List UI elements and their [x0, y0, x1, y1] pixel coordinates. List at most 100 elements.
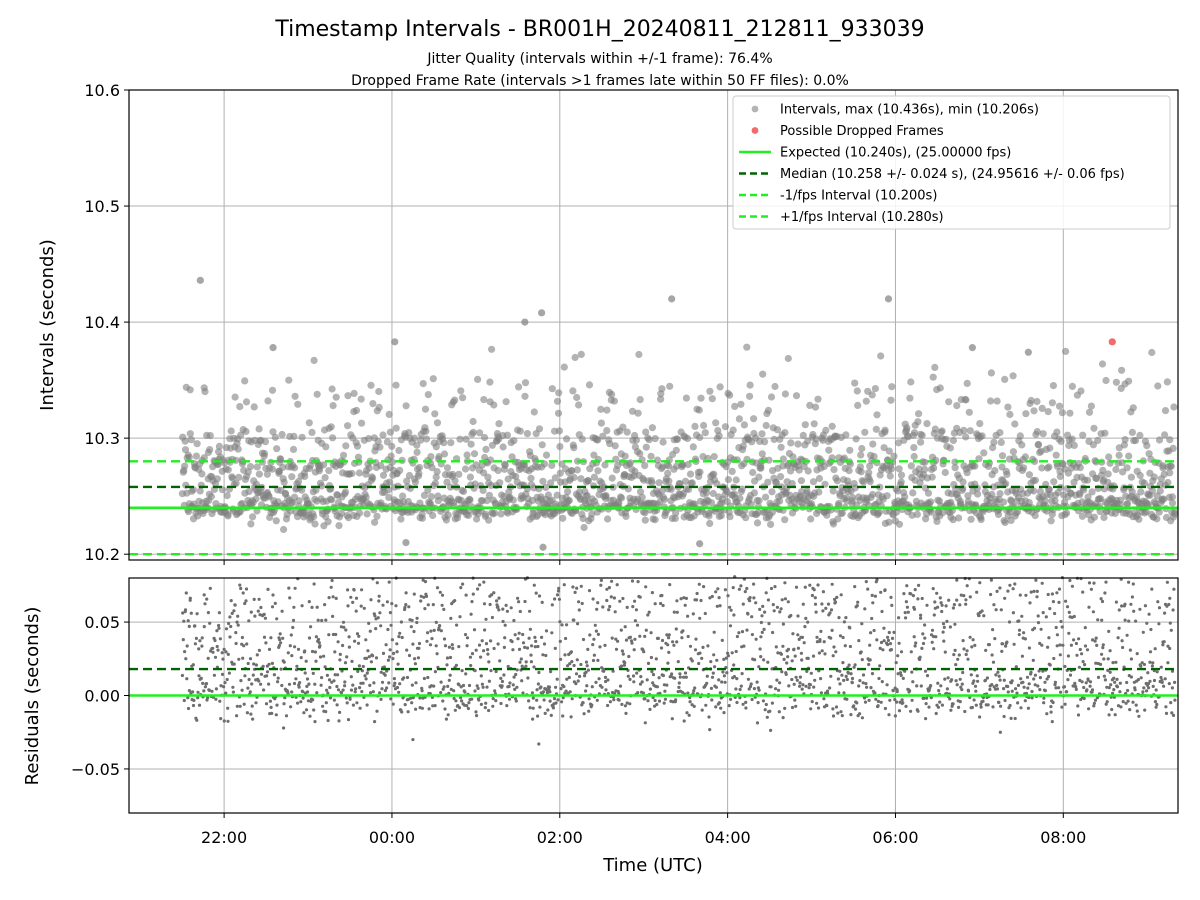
- residual-point: [1160, 680, 1164, 685]
- residual-point: [746, 612, 750, 616]
- interval-point: [951, 464, 959, 472]
- residual-point: [303, 671, 307, 675]
- residual-point: [1156, 600, 1160, 604]
- residual-point: [975, 590, 979, 594]
- residual-point: [758, 607, 762, 612]
- residual-point: [449, 687, 453, 692]
- interval-point: [749, 468, 757, 477]
- residual-point: [996, 670, 1000, 674]
- residual-point: [1121, 700, 1125, 704]
- residual-point: [890, 603, 894, 608]
- residuals-reference-lines: [129, 667, 1178, 697]
- residual-point: [481, 685, 485, 689]
- residual-point: [726, 594, 730, 598]
- residual-point: [1098, 662, 1103, 667]
- residual-point: [929, 684, 933, 688]
- residual-point: [219, 717, 223, 721]
- interval-point: [696, 433, 704, 441]
- residual-point: [369, 598, 373, 602]
- interval-point: [348, 469, 356, 478]
- residual-point: [327, 596, 331, 600]
- residual-point: [695, 591, 699, 596]
- residual-point: [822, 640, 826, 644]
- residual-point: [1055, 644, 1059, 648]
- interval-point: [811, 403, 820, 411]
- residual-point: [879, 590, 883, 594]
- residual-point: [639, 675, 643, 679]
- residual-point: [821, 590, 826, 594]
- residual-point: [614, 637, 618, 641]
- interval-point: [242, 398, 251, 406]
- interval-point: [707, 499, 716, 507]
- residual-point: [1041, 669, 1045, 673]
- residual-point: [422, 595, 426, 599]
- residual-point: [587, 697, 591, 701]
- interval-point: [697, 394, 705, 402]
- residual-point: [256, 609, 260, 613]
- residual-point: [813, 678, 817, 682]
- residual-point: [459, 685, 463, 689]
- interval-point: [660, 495, 669, 504]
- residual-point: [948, 697, 952, 701]
- residual-point: [1111, 661, 1115, 665]
- residual-point: [379, 624, 383, 628]
- interval-point: [578, 435, 586, 443]
- residual-point: [389, 623, 393, 627]
- residual-point: [248, 657, 253, 661]
- interval-point: [385, 410, 393, 418]
- residual-point: [647, 610, 651, 614]
- interval-point: [747, 500, 755, 508]
- interval-point: [636, 488, 645, 496]
- residual-point: [1017, 628, 1022, 632]
- residual-point: [722, 657, 726, 662]
- interval-point: [573, 393, 581, 402]
- residual-point: [804, 684, 808, 688]
- residual-point: [596, 632, 601, 637]
- residual-point: [1024, 691, 1029, 695]
- residual-point: [475, 714, 479, 718]
- interval-point: [651, 435, 659, 443]
- interval-point: [260, 449, 269, 458]
- residual-point: [335, 703, 339, 707]
- residual-point: [241, 656, 245, 660]
- interval-point: [391, 338, 399, 346]
- residual-point: [641, 691, 646, 695]
- intervals-y-axis: 10.210.310.410.510.6: [84, 81, 129, 564]
- residual-point: [706, 644, 710, 648]
- residual-point: [682, 675, 686, 679]
- residual-point: [666, 643, 670, 647]
- residual-point: [995, 589, 999, 594]
- residual-point: [1074, 687, 1078, 692]
- residual-point: [1052, 656, 1056, 661]
- residual-point: [703, 611, 707, 616]
- residual-point: [790, 705, 795, 710]
- residuals-y-tick-label: −0.05: [71, 760, 120, 779]
- residual-point: [282, 660, 286, 664]
- residual-point: [988, 687, 992, 692]
- residual-point: [875, 578, 879, 582]
- residual-point: [683, 671, 688, 675]
- residual-point: [446, 684, 450, 689]
- residual-point: [598, 645, 602, 649]
- residual-point: [604, 688, 608, 692]
- interval-point: [877, 352, 885, 360]
- residual-point: [391, 657, 395, 661]
- interval-point: [411, 478, 419, 486]
- residuals-x-axis: 22:00 00:00 02:00 04:00 06:00 08:00: [201, 813, 1086, 847]
- residual-point: [364, 638, 368, 642]
- residual-point: [963, 709, 967, 714]
- interval-point: [641, 462, 649, 470]
- residual-point: [889, 648, 894, 652]
- residual-point: [332, 698, 336, 702]
- interval-point: [1030, 457, 1039, 465]
- residual-point: [958, 677, 962, 681]
- residual-point: [635, 671, 639, 675]
- interval-point: [508, 453, 516, 461]
- residual-point: [586, 647, 590, 652]
- residual-point: [783, 581, 787, 585]
- interval-point: [1104, 470, 1112, 478]
- interval-point: [978, 432, 986, 440]
- interval-point: [369, 400, 377, 408]
- residual-point: [417, 646, 421, 650]
- residual-point: [398, 682, 402, 686]
